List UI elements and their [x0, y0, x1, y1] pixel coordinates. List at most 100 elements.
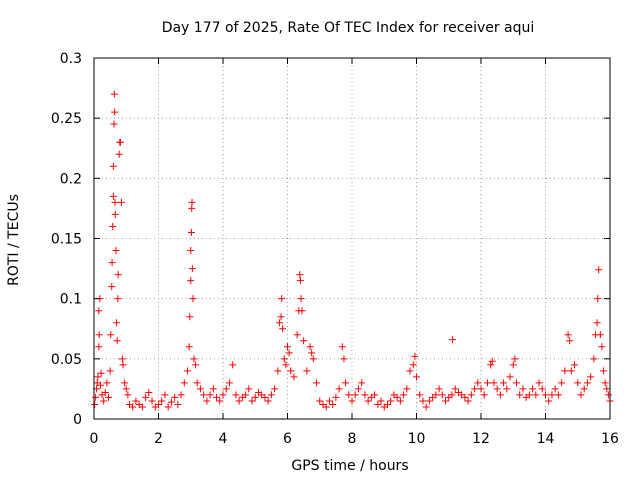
x-tick-label: 10 [408, 431, 426, 447]
data-point [267, 391, 275, 399]
data-point [203, 397, 211, 405]
data-point [192, 361, 200, 369]
y-tick-label: 0.15 [51, 232, 82, 248]
data-point [596, 331, 604, 339]
data-point [110, 90, 118, 98]
data-point [100, 397, 108, 405]
data-point [383, 401, 391, 409]
data-point [111, 108, 119, 116]
data-point [467, 391, 475, 399]
data-point [261, 393, 269, 401]
data-point [566, 337, 574, 345]
data-point [329, 401, 337, 409]
data-point [222, 385, 230, 393]
data-point [567, 367, 575, 375]
data-point [493, 385, 501, 393]
data-point [561, 367, 569, 375]
data-point [167, 398, 175, 406]
chart-title: Day 177 of 2025, Rate Of TEC Index for r… [162, 20, 535, 36]
data-point [442, 397, 450, 405]
data-point [374, 401, 382, 409]
data-point [542, 391, 549, 399]
grid [94, 58, 610, 419]
y-axis-label: ROTI / TECUs [6, 194, 22, 286]
data-point [188, 265, 196, 273]
data-point [487, 361, 495, 369]
data-point [229, 361, 237, 369]
data-point [583, 379, 591, 387]
data-point [300, 337, 308, 345]
data-point [279, 325, 287, 333]
data-point [345, 391, 353, 399]
data-point [196, 385, 204, 393]
data-point [284, 343, 291, 351]
x-tick-label: 12 [472, 431, 490, 447]
x-tick-label: 14 [537, 431, 555, 447]
data-point [535, 379, 543, 387]
x-tick-label: 8 [348, 431, 357, 447]
data-point [483, 379, 491, 387]
data-point [180, 379, 188, 387]
data-point [604, 391, 612, 399]
data-point [113, 319, 121, 327]
x-tick-label: 0 [90, 431, 99, 447]
data-point [564, 331, 572, 339]
data-point [155, 401, 162, 409]
data-point [371, 391, 379, 399]
data-point [112, 247, 120, 255]
data-point [132, 397, 140, 405]
data-point [488, 357, 496, 365]
data-point [109, 222, 117, 230]
data-point [96, 381, 104, 389]
data-point [280, 355, 288, 363]
data-point [114, 295, 122, 303]
data-point [161, 391, 169, 399]
data-point [554, 391, 562, 399]
data-point [558, 379, 566, 387]
data-point [332, 393, 340, 401]
data-point [322, 403, 330, 411]
data-point [593, 319, 601, 327]
data-point [116, 138, 124, 146]
data-point [419, 397, 427, 405]
data-point [529, 385, 537, 393]
data-point [185, 343, 193, 351]
data-point [216, 397, 224, 405]
data-point [225, 379, 233, 387]
data-point [129, 403, 137, 411]
data-point [500, 379, 508, 387]
data-point [601, 379, 609, 387]
data-point [532, 391, 540, 399]
data-point [188, 204, 196, 212]
data-point [338, 343, 346, 351]
data-point [471, 385, 479, 393]
data-point [400, 391, 408, 399]
data-point [503, 385, 511, 393]
y-tick-label: 0.1 [60, 292, 82, 308]
data-point [587, 373, 595, 381]
data-point [111, 198, 119, 206]
data-point [187, 247, 195, 255]
data-point [403, 385, 411, 393]
data-point [335, 385, 343, 393]
data-point [200, 391, 208, 399]
data-point [121, 379, 129, 387]
data-point [193, 379, 201, 387]
data-point [158, 397, 166, 405]
data-point [277, 313, 285, 321]
data-point [296, 271, 304, 279]
data-point [490, 379, 498, 387]
data-point [448, 391, 456, 399]
data-point [248, 397, 256, 405]
data-point [548, 391, 556, 399]
data-point [306, 343, 314, 351]
data-point [209, 385, 217, 393]
data-point [187, 228, 195, 236]
data-point [122, 385, 130, 393]
data-point [293, 331, 301, 339]
data-point [325, 397, 333, 405]
data-point [393, 393, 401, 401]
data-point [571, 361, 579, 369]
data-point [600, 367, 608, 375]
data-point [298, 307, 306, 315]
